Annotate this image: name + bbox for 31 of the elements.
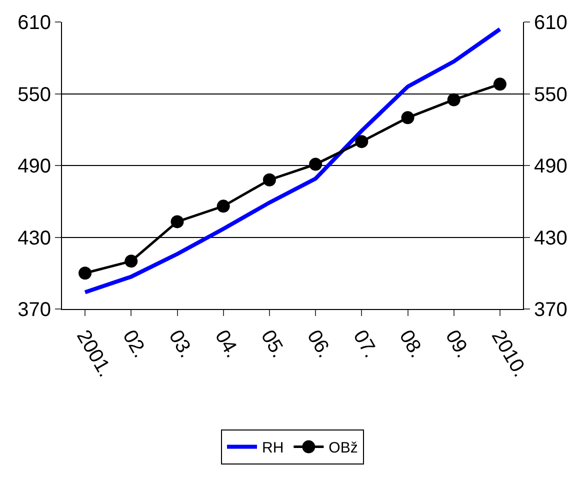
- y2-tick-label: 550: [534, 84, 568, 106]
- y-tick-label: 490: [18, 156, 51, 178]
- point: [309, 158, 322, 171]
- x-tick-label: 08.: [394, 326, 428, 362]
- point: [355, 135, 368, 148]
- x-tick-label: 04.: [210, 326, 244, 362]
- y-tick-label: 550: [18, 84, 51, 106]
- legend-label: OBž: [328, 440, 358, 457]
- x-tick-label: 06.: [302, 326, 336, 362]
- y2-tick-label: 370: [534, 299, 568, 321]
- y-tick-label: 430: [18, 227, 51, 250]
- x-tick-label: 05.: [256, 326, 290, 362]
- point: [124, 254, 138, 268]
- point: [216, 200, 230, 213]
- y-tick-label: 610: [18, 12, 51, 34]
- x-tick-label: 09.: [440, 326, 474, 362]
- point: [78, 266, 92, 280]
- y2-tick-label: 610: [534, 12, 568, 34]
- point: [170, 215, 184, 228]
- line-series: [83, 27, 502, 294]
- x-tick-label: 02.: [118, 326, 152, 362]
- x-tick-label: 03.: [164, 326, 198, 362]
- point: [493, 78, 506, 91]
- point: [262, 173, 276, 186]
- point: [401, 111, 414, 124]
- legend-label: RH: [262, 440, 284, 457]
- point: [447, 93, 460, 106]
- y-tick-label: 370: [18, 299, 51, 321]
- y2-tick-label: 490: [534, 156, 568, 178]
- y2-tick-label: 430: [534, 227, 568, 250]
- x-tick-label: 07.: [348, 326, 382, 362]
